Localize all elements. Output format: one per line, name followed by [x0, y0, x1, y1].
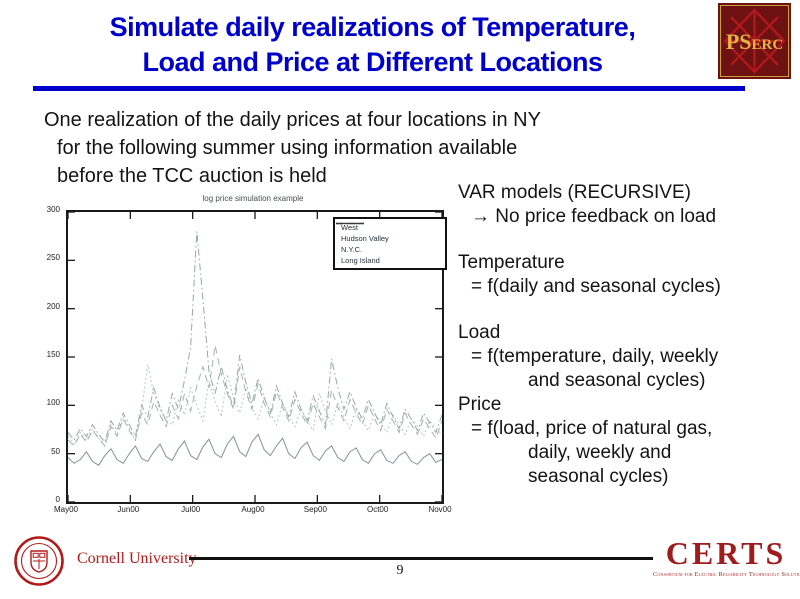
legend-row: N.Y.C.: [336, 222, 442, 255]
slide-title-line1: Simulate daily realizations of Temperatu…: [109, 12, 636, 42]
body-text: One realization of the daily prices at f…: [44, 106, 684, 190]
series-n-y-c-: [68, 231, 442, 444]
chart-title: log price simulation example: [202, 194, 304, 203]
slide-title: Simulate daily realizations of Temperatu…: [30, 10, 715, 80]
x-tick-label: Aug00: [241, 505, 265, 514]
y-tick-label: 50: [51, 446, 60, 456]
chart-legend: West Hudson Valley N.Y.C. Long Island: [333, 217, 447, 270]
pserc-logo-text: PSERC: [718, 29, 791, 55]
model-text-line: → No price feedback on load: [471, 206, 717, 227]
legend-label: N.Y.C.: [341, 245, 363, 254]
x-tick-label: Sep00: [303, 505, 327, 514]
model-text-line: Load: [458, 322, 501, 343]
certs-subtitle: Consortium for Electric Reliability Tech…: [653, 571, 800, 578]
pserc-logo: PSERC: [718, 3, 791, 79]
legend-row: Long Island: [336, 222, 442, 266]
legend-line-sample: [336, 222, 364, 225]
model-text-line: and seasonal cycles): [528, 370, 706, 391]
model-text-line: = f(daily and seasonal cycles): [471, 276, 721, 297]
model-text-line: Price: [458, 394, 502, 415]
y-tick-label: 300: [46, 205, 60, 214]
y-tick-label: 150: [46, 350, 60, 359]
page-number: 9: [396, 563, 404, 578]
pserc-star-icon: [723, 8, 786, 74]
model-text-line: = f(load, price of natural gas,: [471, 418, 713, 439]
price-chart: log price simulation example 300 250 200 15…: [35, 192, 452, 518]
pserc-logo-border: [720, 5, 789, 77]
chart-x-labels: May00 Jun00 Jul00 Aug00 Sep00 Oct00 Nov00: [54, 505, 452, 517]
slide-title-line2: Load and Price at Different Locations: [142, 47, 603, 77]
x-tick-label: Oct00: [366, 505, 389, 514]
x-tick-label: Jul00: [181, 505, 201, 514]
footer-divider-line: [189, 557, 653, 560]
y-tick-label: 0: [55, 495, 60, 504]
y-tick-label: 250: [46, 253, 60, 263]
cornell-university-label: Cornell University: [77, 550, 197, 567]
x-tick-label: Jun00: [117, 505, 140, 514]
series-long-island: [68, 345, 442, 447]
plot-area: West Hudson Valley N.Y.C. Long Island: [66, 210, 447, 504]
certs-title: CERTS: [665, 535, 787, 571]
legend-label: Hudson Valley: [341, 234, 389, 243]
model-text-line: = f(temperature, daily, weekly: [471, 346, 719, 367]
legend-row: Hudson Valley: [336, 222, 442, 244]
x-tick-label: May00: [53, 505, 79, 514]
model-text-line: daily, weekly and: [528, 442, 672, 463]
chart-y-labels: 300 250 200 150 100 50 0: [35, 205, 62, 504]
model-text-line: [458, 299, 800, 321]
title-underline: [33, 86, 745, 91]
model-text-line: VAR models (RECURSIVE): [458, 182, 691, 203]
y-tick-label: 100: [46, 398, 60, 408]
intro-line: One realization of the daily prices at f…: [44, 109, 541, 131]
pserc-text-erc: ERC: [751, 37, 784, 53]
pserc-text-ps: PS: [725, 29, 752, 54]
certs-logo: CERTS Consortium for Electric Reliabilit…: [653, 535, 800, 578]
legend-label: West: [341, 223, 358, 232]
series-west: [68, 433, 442, 466]
x-tick-label: Nov00: [428, 505, 452, 514]
model-text-line: Temperature: [458, 252, 565, 273]
model-text-line: seasonal cycles): [528, 466, 669, 487]
model-text-line: [458, 229, 800, 251]
legend-label: Long Island: [341, 256, 380, 265]
intro-line: before the TCC auction is held: [57, 165, 327, 187]
model-description: VAR models (RECURSIVE) → No price feedbac…: [458, 181, 800, 489]
y-tick-label: 200: [46, 301, 60, 311]
intro-line: for the following summer using informati…: [57, 137, 518, 159]
cornell-seal-icon: [14, 536, 64, 586]
